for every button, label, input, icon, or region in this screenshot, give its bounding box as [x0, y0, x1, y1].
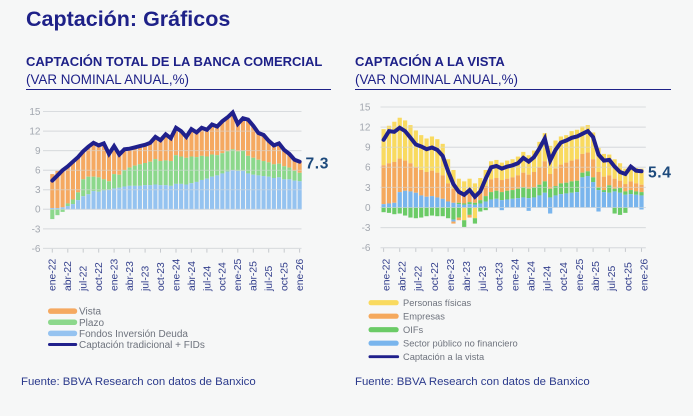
svg-text:0: 0	[365, 203, 371, 214]
svg-text:OIFs: OIFs	[403, 325, 423, 335]
svg-text:Captación a la vista: Captación a la vista	[403, 352, 485, 362]
svg-text:oct-22: oct-22	[430, 262, 441, 291]
svg-text:6: 6	[365, 163, 371, 174]
svg-text:oct-25: oct-25	[280, 262, 291, 291]
svg-text:15: 15	[359, 102, 371, 113]
svg-text:ene-26: ene-26	[295, 259, 306, 291]
svg-text:jul-22: jul-22	[414, 265, 425, 292]
svg-text:6: 6	[35, 166, 41, 177]
svg-text:jul-22: jul-22	[79, 265, 90, 292]
svg-text:jul-23: jul-23	[141, 265, 152, 292]
svg-text:jul-25: jul-25	[607, 265, 618, 292]
svg-text:jul-24: jul-24	[202, 265, 213, 292]
svg-text:ene-24: ene-24	[511, 259, 522, 291]
svg-text:Captación tradicional + FIDs: Captación tradicional + FIDs	[79, 340, 205, 351]
svg-text:0: 0	[35, 205, 41, 216]
svg-text:Fondos Inversión Deuda: Fondos Inversión Deuda	[79, 329, 188, 340]
svg-text:oct-24: oct-24	[559, 262, 570, 291]
svg-text:Plazo: Plazo	[79, 318, 104, 329]
svg-text:9: 9	[35, 146, 41, 157]
svg-text:Empresas: Empresas	[403, 312, 445, 322]
svg-text:abr-25: abr-25	[249, 261, 260, 291]
svg-text:3: 3	[35, 185, 41, 196]
svg-text:Vista: Vista	[79, 307, 101, 318]
svg-text:Personas físicas: Personas físicas	[403, 298, 472, 308]
svg-text:-3: -3	[32, 224, 41, 235]
svg-text:ene-24: ene-24	[171, 259, 182, 291]
svg-text:ene-25: ene-25	[233, 259, 244, 291]
svg-text:jul-24: jul-24	[543, 265, 554, 292]
svg-text:-6: -6	[362, 243, 371, 254]
svg-text:abr-25: abr-25	[591, 261, 602, 291]
svg-text:oct-25: oct-25	[623, 262, 634, 291]
svg-text:abr-24: abr-24	[187, 261, 198, 291]
svg-text:ene-23: ene-23	[110, 259, 121, 291]
svg-text:-3: -3	[362, 223, 371, 234]
svg-text:ene-22: ene-22	[382, 259, 393, 291]
svg-text:7.3: 7.3	[306, 156, 329, 173]
svg-text:abr-24: abr-24	[527, 261, 538, 291]
svg-text:abr-23: abr-23	[462, 261, 473, 291]
svg-text:oct-22: oct-22	[94, 262, 105, 291]
svg-text:oct-24: oct-24	[218, 262, 229, 291]
svg-text:jul-23: jul-23	[478, 265, 489, 292]
svg-text:ene-23: ene-23	[446, 259, 457, 291]
svg-text:15: 15	[29, 107, 41, 118]
svg-text:Sector público no financiero: Sector público no financiero	[403, 339, 518, 349]
svg-text:abr-23: abr-23	[125, 261, 136, 291]
svg-text:-6: -6	[32, 244, 41, 255]
svg-text:ene-25: ene-25	[575, 259, 586, 291]
svg-text:9: 9	[365, 143, 371, 154]
svg-text:ene-26: ene-26	[639, 259, 650, 291]
svg-text:abr-22: abr-22	[63, 261, 74, 291]
svg-text:ene-22: ene-22	[48, 259, 59, 291]
svg-text:abr-22: abr-22	[398, 261, 409, 291]
svg-text:oct-23: oct-23	[156, 262, 167, 291]
svg-text:jul-25: jul-25	[264, 265, 275, 292]
svg-text:3: 3	[365, 183, 371, 194]
svg-text:5.4: 5.4	[648, 165, 671, 182]
svg-text:oct-23: oct-23	[494, 262, 505, 291]
svg-text:12: 12	[29, 127, 41, 138]
svg-text:12: 12	[359, 123, 371, 134]
